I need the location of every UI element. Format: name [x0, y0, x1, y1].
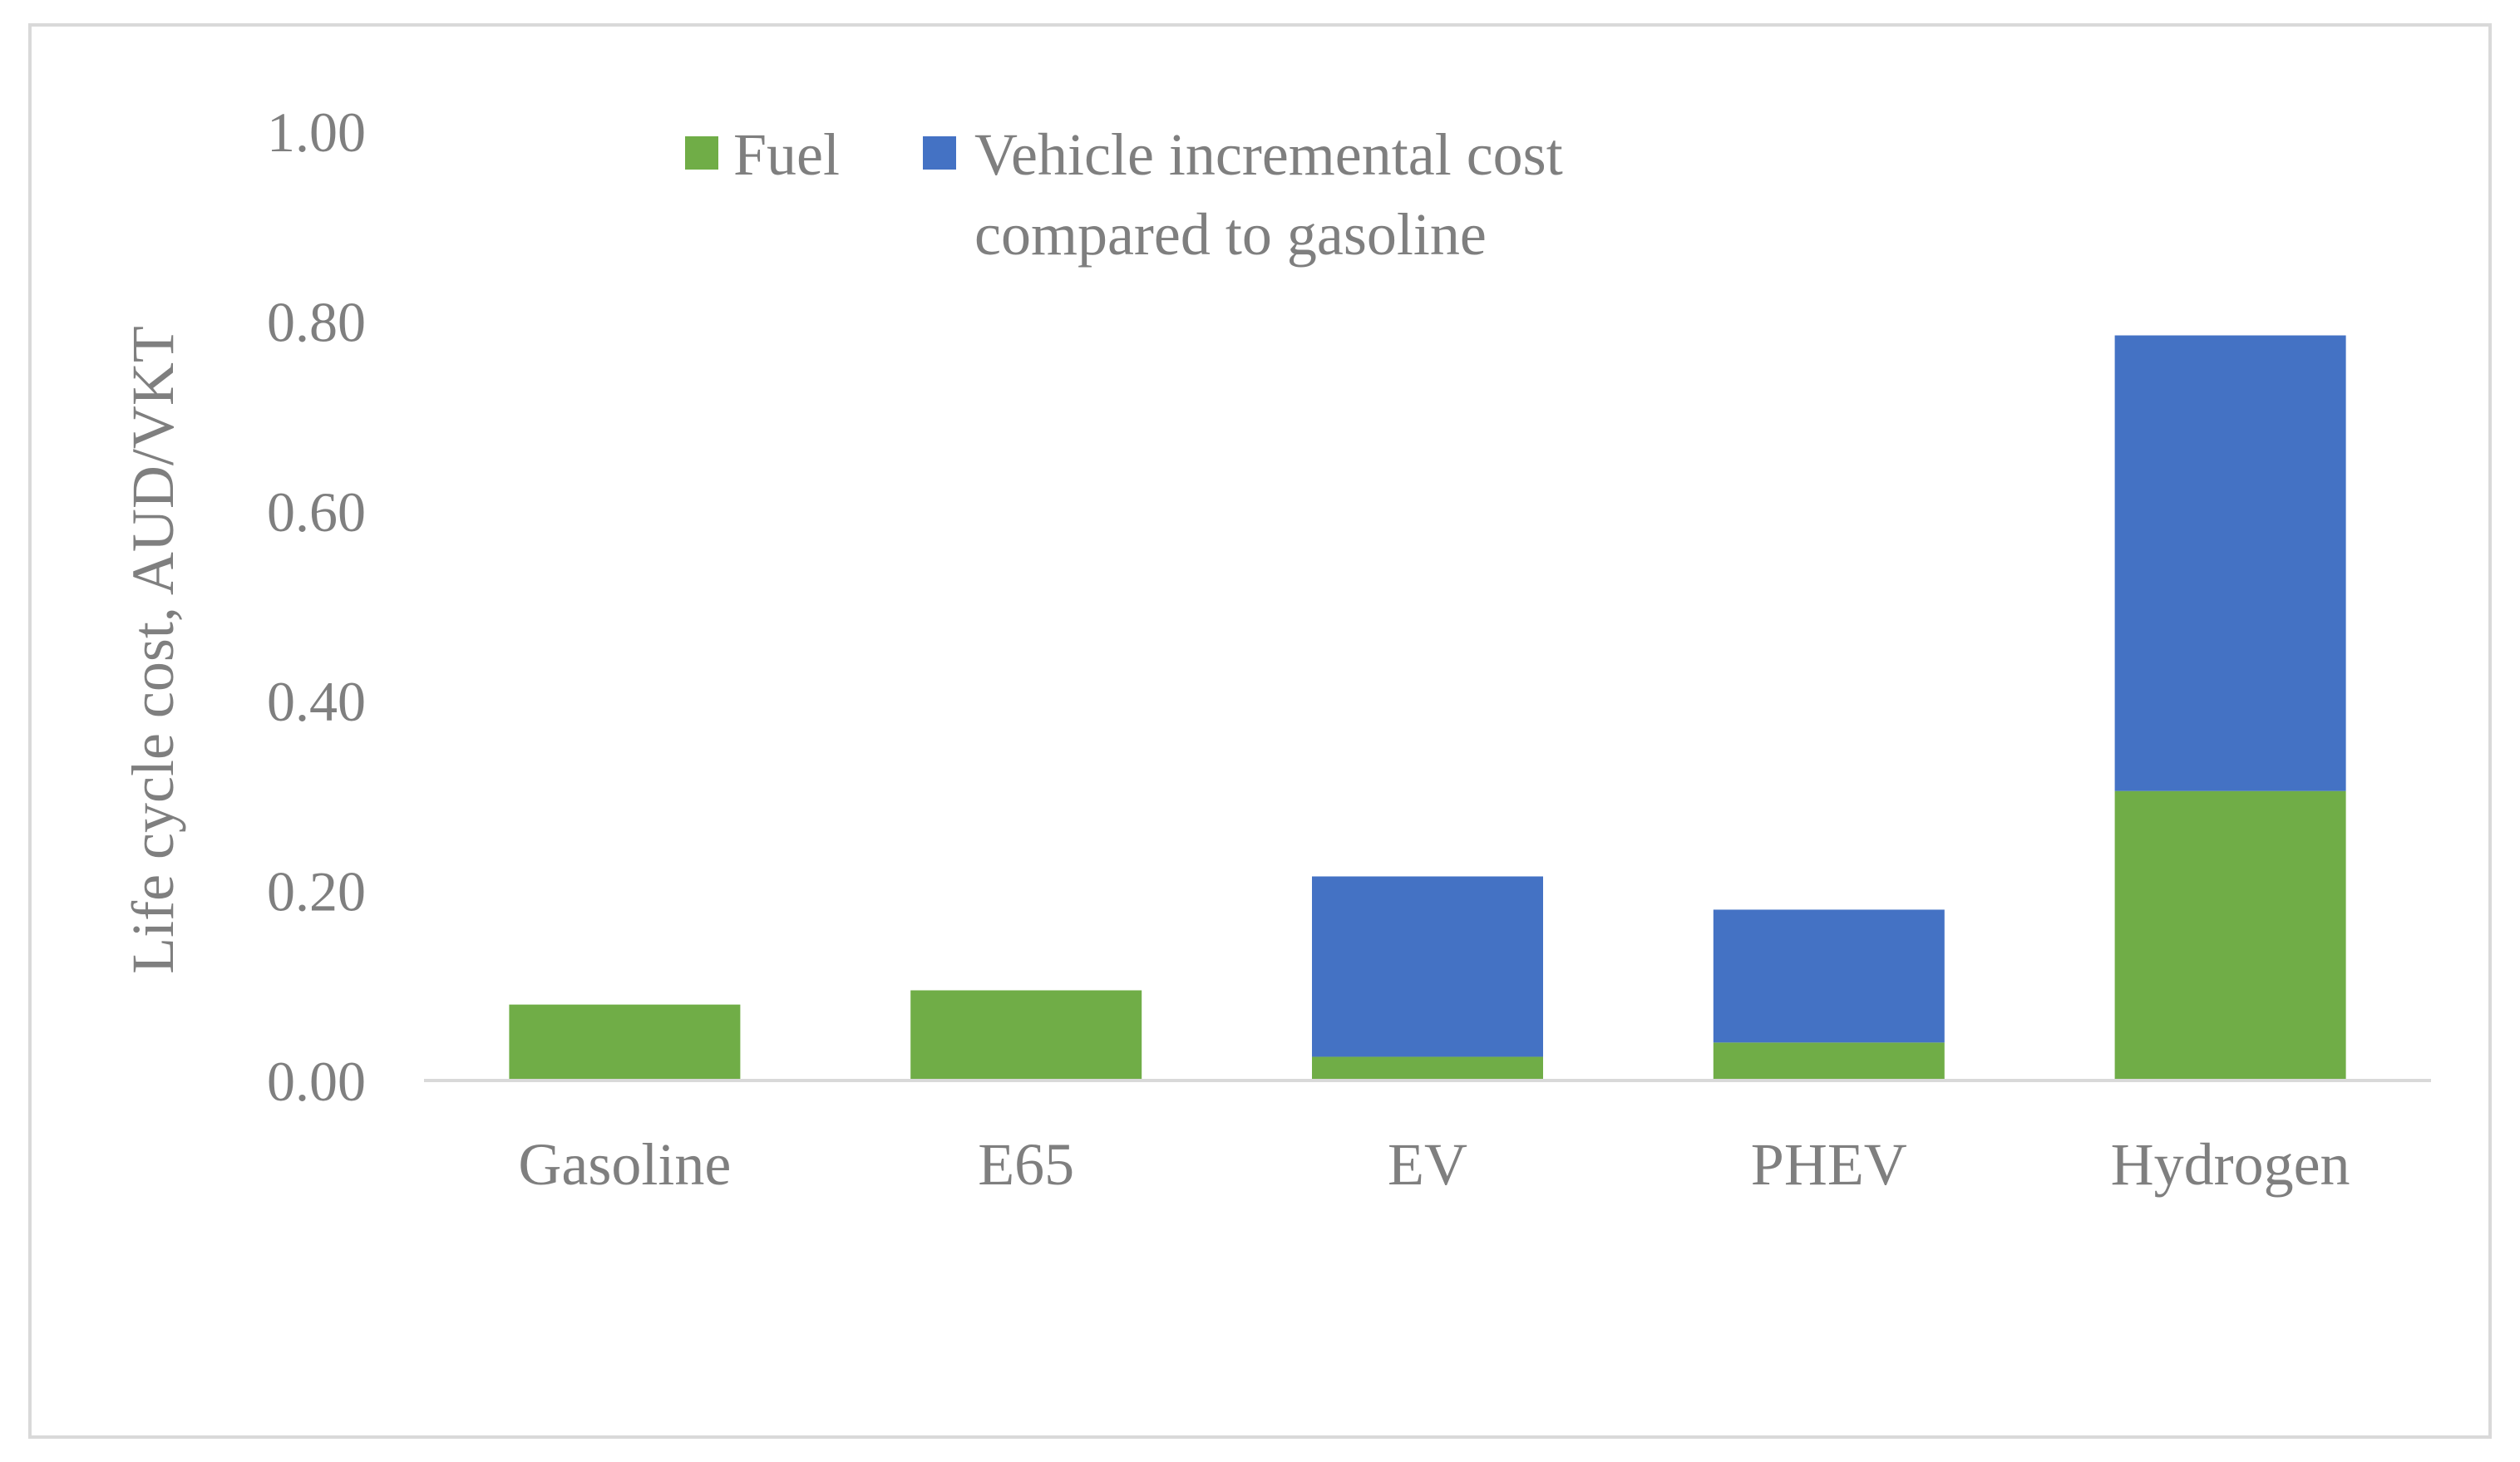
bar-phev-series-0 [1713, 1042, 1945, 1081]
legend-swatch-vehicle-incremental-cost [923, 136, 956, 170]
bar-hydrogen-series-1 [2114, 335, 2346, 791]
bar-gasoline-series-0 [509, 1004, 741, 1081]
y-tick-label: 0.60 [267, 480, 366, 544]
legend-label-fuel: Fuel [733, 121, 840, 188]
y-axis-title: Life cycle cost, AUD/VKT [120, 326, 186, 974]
legend-label-vehicle-incremental-cost-line-1: Vehicle incremental cost [974, 121, 1563, 188]
x-tick-label: EV [1388, 1131, 1467, 1198]
bar-ev-series-1 [1312, 876, 1543, 1057]
y-tick-label: 0.80 [267, 290, 366, 353]
legend-swatch-fuel [685, 136, 718, 170]
bar-ev-series-0 [1312, 1056, 1543, 1081]
y-tick-label: 0.40 [267, 670, 366, 733]
chart-frame [28, 23, 2492, 1439]
y-tick-label: 0.20 [267, 860, 366, 923]
x-tick-label: E65 [978, 1131, 1074, 1198]
bar-e65-series-0 [910, 990, 1142, 1081]
y-tick-label: 1.00 [267, 101, 366, 164]
y-axis-ticks: 0.00 0.20 0.40 0.60 0.80 1.00 [267, 101, 366, 1113]
x-tick-label: PHEV [1751, 1131, 1907, 1198]
legend-label-vehicle-incremental-cost-line-2: compared to gasoline [974, 201, 1487, 268]
x-tick-label: Hydrogen [2111, 1131, 2350, 1198]
bar-hydrogen-series-0 [2114, 790, 2346, 1081]
bars [509, 335, 2346, 1081]
x-axis-labels: Gasoline E65 EV PHEV Hydrogen [518, 1131, 2350, 1198]
bar-phev-series-1 [1713, 909, 1945, 1043]
x-tick-label: Gasoline [518, 1131, 731, 1198]
y-axis-title-group: Life cycle cost, AUD/VKT [120, 326, 186, 974]
legend: Fuel Vehicle incremental cost compared t… [685, 121, 1563, 268]
y-tick-label: 0.00 [267, 1050, 366, 1113]
